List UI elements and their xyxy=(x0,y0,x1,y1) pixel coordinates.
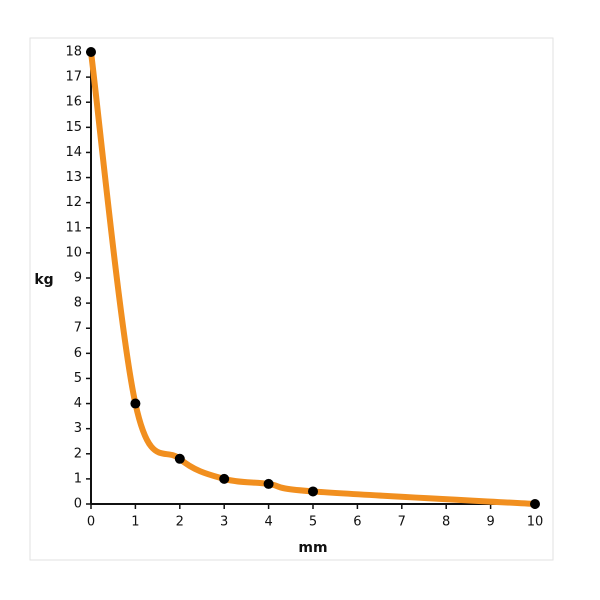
y-tick-label: 13 xyxy=(65,170,82,185)
x-tick-label: 2 xyxy=(176,515,184,530)
y-tick-label: 17 xyxy=(65,70,82,85)
y-axis-title: kg xyxy=(34,272,53,288)
y-tick-label: 2 xyxy=(74,446,82,461)
x-tick-label: 7 xyxy=(398,515,406,530)
x-tick-label: 0 xyxy=(87,515,95,530)
x-tick-label: 3 xyxy=(220,515,228,530)
y-tick-label: 1 xyxy=(74,471,82,486)
y-tick-label: 7 xyxy=(74,321,82,336)
y-tick-label: 8 xyxy=(74,296,82,311)
x-tick-label: 8 xyxy=(442,515,450,530)
line xyxy=(88,49,538,507)
y-tick-label: 5 xyxy=(74,371,82,386)
chart-frame xyxy=(29,37,554,561)
x-tick-label: 6 xyxy=(353,515,361,530)
point xyxy=(86,47,96,57)
point xyxy=(130,398,141,409)
y-tick-label: 10 xyxy=(65,245,82,260)
y-tick-label: 14 xyxy=(65,145,82,160)
x-tick-label: 5 xyxy=(309,515,317,530)
y-tick-label: 6 xyxy=(74,346,82,361)
y-tick-label: 9 xyxy=(74,271,82,286)
point xyxy=(174,453,185,464)
y-tick-label: 4 xyxy=(74,396,82,411)
y-tick-label: 15 xyxy=(65,120,82,135)
x-tick-label: 4 xyxy=(264,515,272,530)
x-axis-title: mm xyxy=(298,540,327,556)
y-tick-label: 16 xyxy=(65,95,82,110)
y-tick-label: 3 xyxy=(74,421,82,436)
y-tick-label: 18 xyxy=(65,45,82,60)
point xyxy=(219,473,230,484)
point xyxy=(308,486,318,497)
point xyxy=(530,499,540,509)
x-tick-label: 1 xyxy=(131,515,139,530)
y-tick-label: 0 xyxy=(74,497,82,512)
x-tick-label: 9 xyxy=(486,515,494,530)
x-tick-label: 10 xyxy=(527,515,544,530)
y-tick-label: 11 xyxy=(65,220,82,235)
y-tick-label: 12 xyxy=(65,195,82,210)
point xyxy=(263,478,274,489)
